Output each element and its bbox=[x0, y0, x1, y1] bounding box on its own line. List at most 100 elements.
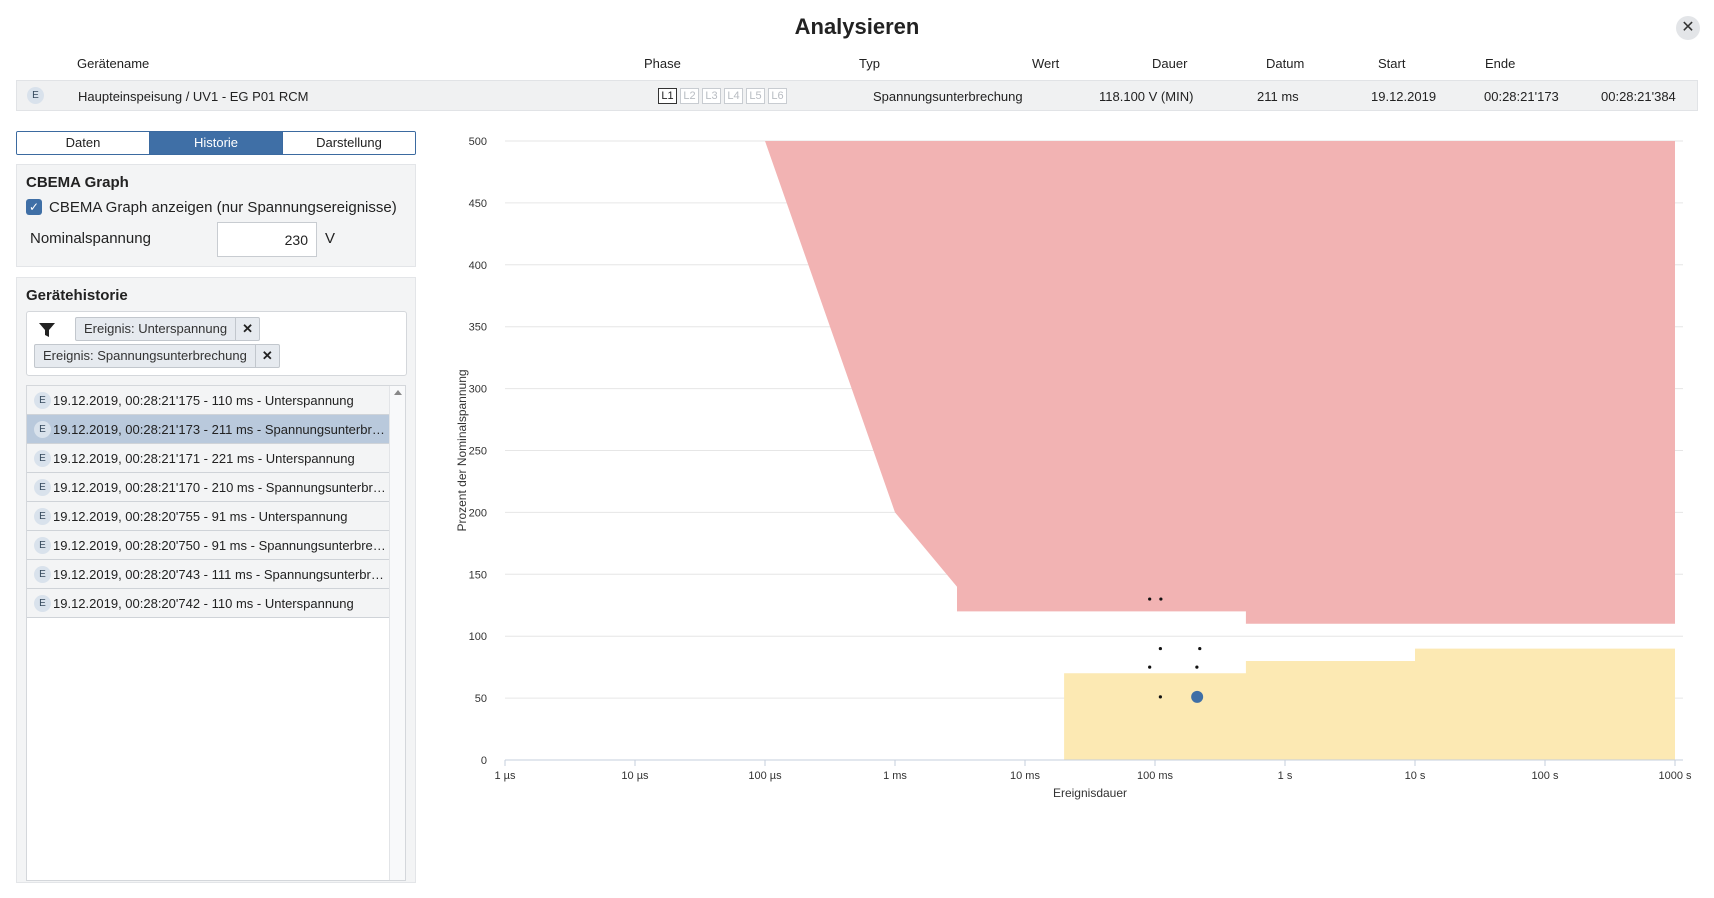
event-point bbox=[1158, 646, 1162, 651]
x-tick-label: 100 µs bbox=[748, 770, 782, 782]
tab-darstellung[interactable]: Darstellung bbox=[283, 132, 415, 154]
event-device: Haupteinspeisung / UV1 - EG P01 RCM bbox=[78, 89, 309, 104]
event-point bbox=[1158, 695, 1162, 699]
phase-l3[interactable]: L3 bbox=[702, 88, 721, 104]
event-row[interactable]: E Haupteinspeisung / UV1 - EG P01 RCM L1… bbox=[16, 80, 1698, 111]
list-item[interactable]: E 19.12.2019, 00:28:20'750 - 91 ms - Spa… bbox=[27, 531, 390, 560]
list-item-text: 19.12.2019, 00:28:20'750 - 91 ms - Spann… bbox=[53, 538, 387, 553]
event-date: 19.12.2019 bbox=[1371, 89, 1437, 104]
list-item[interactable]: E 19.12.2019, 00:28:21'173 - 211 ms - Sp… bbox=[27, 415, 390, 444]
device-history-panel: Gerätehistorie Ereignis: Unterspannung ✕… bbox=[16, 277, 416, 883]
event-point bbox=[1198, 646, 1202, 651]
event-point bbox=[1148, 597, 1152, 601]
y-tick-label: 200 bbox=[469, 507, 487, 519]
col-type: Typ bbox=[859, 56, 880, 71]
phase-l1[interactable]: L1 bbox=[658, 88, 677, 104]
cbema-panel: CBEMA Graph ✓ CBEMA Graph anzeigen (nur … bbox=[16, 164, 416, 267]
list-item[interactable]: E 19.12.2019, 00:28:20'755 - 91 ms - Unt… bbox=[27, 502, 390, 531]
event-start: 00:28:21'173 bbox=[1484, 89, 1559, 104]
list-item-text: 19.12.2019, 00:28:21'170 - 210 ms - Span… bbox=[53, 480, 387, 495]
y-tick-label: 50 bbox=[475, 693, 487, 705]
event-value: 118.100 V (MIN) bbox=[1099, 89, 1194, 104]
list-item-text: 19.12.2019, 00:28:20'755 - 91 ms - Unter… bbox=[53, 509, 348, 524]
list-item-text: 19.12.2019, 00:28:21'171 - 221 ms - Unte… bbox=[53, 451, 355, 466]
col-phase: Phase bbox=[644, 56, 681, 71]
dialog-title: Analysieren bbox=[794, 14, 920, 39]
cbema-checkbox[interactable]: ✓ bbox=[26, 199, 42, 215]
close-icon[interactable]: ✕ bbox=[1676, 16, 1700, 40]
list-item-text: 19.12.2019, 00:28:20'742 - 110 ms - Unte… bbox=[53, 596, 354, 611]
filter-chip-unterspannung: Ereignis: Unterspannung ✕ bbox=[75, 317, 261, 341]
event-type-badge: E bbox=[34, 566, 51, 583]
y-tick-label: 450 bbox=[469, 198, 487, 210]
col-date: Datum bbox=[1266, 56, 1305, 71]
y-tick-label: 400 bbox=[469, 260, 487, 272]
filter-chip-spannungsunterbrechung: Ereignis: Spannungsunterbrechung ✕ bbox=[34, 344, 280, 368]
col-start: Start bbox=[1378, 56, 1406, 71]
x-tick-label: 10 µs bbox=[621, 770, 649, 782]
event-point bbox=[1159, 597, 1163, 601]
filter-chip-label: Ereignis: Spannungsunterbrechung bbox=[43, 348, 247, 363]
x-tick-label: 1 s bbox=[1278, 770, 1293, 782]
x-tick-label: 100 s bbox=[1532, 770, 1559, 782]
y-tick-label: 500 bbox=[469, 136, 487, 148]
x-tick-label: 1 ms bbox=[883, 770, 907, 782]
list-item-text: 19.12.2019, 00:28:20'743 - 111 ms - Span… bbox=[53, 567, 387, 582]
filter-box[interactable]: Ereignis: Unterspannung ✕ Ereignis: Span… bbox=[26, 311, 407, 376]
remove-filter-icon[interactable]: ✕ bbox=[254, 345, 279, 367]
x-tick-label: 10 s bbox=[1405, 770, 1426, 782]
event-end: 00:28:21'384 bbox=[1601, 89, 1676, 104]
cbema-checkbox-label[interactable]: CBEMA Graph anzeigen (nur Spannungsereig… bbox=[49, 199, 397, 216]
list-item-text: 19.12.2019, 00:28:21'175 - 110 ms - Unte… bbox=[53, 393, 354, 408]
cbema-title: CBEMA Graph bbox=[26, 174, 129, 191]
history-title: Gerätehistorie bbox=[26, 287, 128, 304]
filter-icon[interactable] bbox=[38, 321, 56, 339]
phase-l2[interactable]: L2 bbox=[680, 88, 699, 104]
nominal-voltage-input[interactable] bbox=[217, 222, 317, 257]
nominal-voltage-label: Nominalspannung bbox=[30, 230, 151, 247]
list-item-text: 19.12.2019, 00:28:21'173 - 211 ms - Span… bbox=[53, 422, 387, 437]
y-tick-label: 300 bbox=[469, 384, 487, 396]
phase-selector: L1 L2 L3 L4 L5 L6 bbox=[658, 88, 787, 104]
list-item[interactable]: E 19.12.2019, 00:28:21'175 - 110 ms - Un… bbox=[27, 386, 390, 415]
event-duration: 211 ms bbox=[1257, 89, 1299, 104]
y-tick-label: 150 bbox=[469, 569, 487, 581]
phase-l5[interactable]: L5 bbox=[746, 88, 765, 104]
event-type-badge: E bbox=[34, 392, 51, 409]
event-point bbox=[1148, 665, 1152, 669]
event-type-badge: E bbox=[34, 479, 51, 496]
x-tick-label: 1000 s bbox=[1658, 770, 1692, 782]
col-device: Gerätename bbox=[77, 56, 150, 71]
undervoltage-region bbox=[1064, 648, 1675, 760]
selected-event-point bbox=[1191, 690, 1204, 703]
view-tabs: Daten Historie Darstellung bbox=[16, 131, 416, 155]
cbema-chart: 0 50 100 150 200 250 300 350 400 450 500 1 µs 10 µs 1… bbox=[440, 125, 1704, 870]
tab-historie[interactable]: Historie bbox=[150, 132, 283, 154]
list-item[interactable]: E 19.12.2019, 00:28:20'743 - 111 ms - Sp… bbox=[27, 560, 390, 589]
y-axis-label: Prozent der Nominalspannung bbox=[455, 369, 469, 531]
event-table-header: Gerätename Phase Typ Wert Dauer Datum St… bbox=[16, 56, 1698, 74]
y-tick-label: 0 bbox=[481, 755, 487, 767]
nominal-voltage-unit: V bbox=[325, 230, 336, 247]
y-tick-label: 100 bbox=[469, 631, 487, 643]
filter-chip-label: Ereignis: Unterspannung bbox=[84, 321, 228, 336]
event-type-badge: E bbox=[34, 450, 51, 467]
list-item[interactable]: E 19.12.2019, 00:28:20'742 - 110 ms - Un… bbox=[27, 589, 390, 618]
col-value: Wert bbox=[1032, 56, 1060, 71]
tab-daten[interactable]: Daten bbox=[17, 132, 150, 154]
y-tick-label: 350 bbox=[469, 322, 487, 334]
history-scrollbar[interactable] bbox=[389, 386, 405, 880]
event-type-badge: E bbox=[34, 421, 51, 438]
list-item[interactable]: E 19.12.2019, 00:28:21'170 - 210 ms - Sp… bbox=[27, 473, 390, 502]
phase-l4[interactable]: L4 bbox=[724, 88, 743, 104]
list-item[interactable]: E 19.12.2019, 00:28:21'171 - 221 ms - Un… bbox=[27, 444, 390, 473]
cbema-chart-svg: 0 50 100 150 200 250 300 350 400 450 500 1 µs 10 µs 1… bbox=[455, 136, 1692, 800]
phase-l6[interactable]: L6 bbox=[768, 88, 787, 104]
event-type-badge: E bbox=[34, 508, 51, 525]
x-tick-label: 10 ms bbox=[1010, 770, 1040, 782]
remove-filter-icon[interactable]: ✕ bbox=[235, 318, 259, 340]
x-tick-label: 100 ms bbox=[1137, 770, 1174, 782]
overvoltage-region bbox=[765, 141, 1675, 624]
event-type-badge: E bbox=[34, 595, 51, 612]
scroll-up-icon[interactable] bbox=[394, 390, 402, 395]
